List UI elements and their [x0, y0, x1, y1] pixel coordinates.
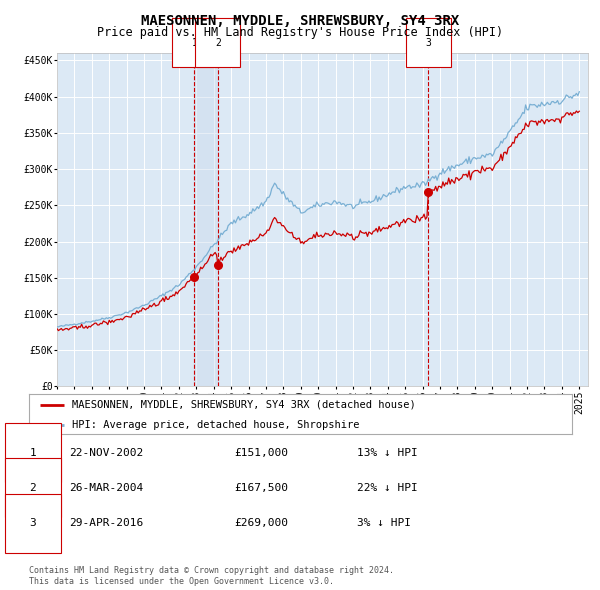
Text: £269,000: £269,000 [234, 519, 288, 528]
Text: 22% ↓ HPI: 22% ↓ HPI [357, 483, 418, 493]
Text: 22-NOV-2002: 22-NOV-2002 [69, 448, 143, 457]
Text: Contains HM Land Registry data © Crown copyright and database right 2024.: Contains HM Land Registry data © Crown c… [29, 566, 394, 575]
Text: HPI: Average price, detached house, Shropshire: HPI: Average price, detached house, Shro… [72, 420, 360, 430]
Text: £167,500: £167,500 [234, 483, 288, 493]
Text: 26-MAR-2004: 26-MAR-2004 [69, 483, 143, 493]
Text: £151,000: £151,000 [234, 448, 288, 457]
Text: Price paid vs. HM Land Registry's House Price Index (HPI): Price paid vs. HM Land Registry's House … [97, 26, 503, 39]
Text: 3: 3 [29, 519, 37, 528]
Text: 2: 2 [29, 483, 37, 493]
Text: 2: 2 [215, 38, 221, 48]
Text: 13% ↓ HPI: 13% ↓ HPI [357, 448, 418, 457]
Text: 3: 3 [425, 38, 431, 48]
Text: 1: 1 [29, 448, 37, 457]
Text: 29-APR-2016: 29-APR-2016 [69, 519, 143, 528]
Text: MAESONNEN, MYDDLE, SHREWSBURY, SY4 3RX (detached house): MAESONNEN, MYDDLE, SHREWSBURY, SY4 3RX (… [72, 400, 416, 410]
Text: 3% ↓ HPI: 3% ↓ HPI [357, 519, 411, 528]
Bar [194, 53, 218, 386]
Text: This data is licensed under the Open Government Licence v3.0.: This data is licensed under the Open Gov… [29, 577, 334, 586]
Text: MAESONNEN, MYDDLE, SHREWSBURY, SY4 3RX: MAESONNEN, MYDDLE, SHREWSBURY, SY4 3RX [141, 14, 459, 28]
Text: 1: 1 [191, 38, 197, 48]
